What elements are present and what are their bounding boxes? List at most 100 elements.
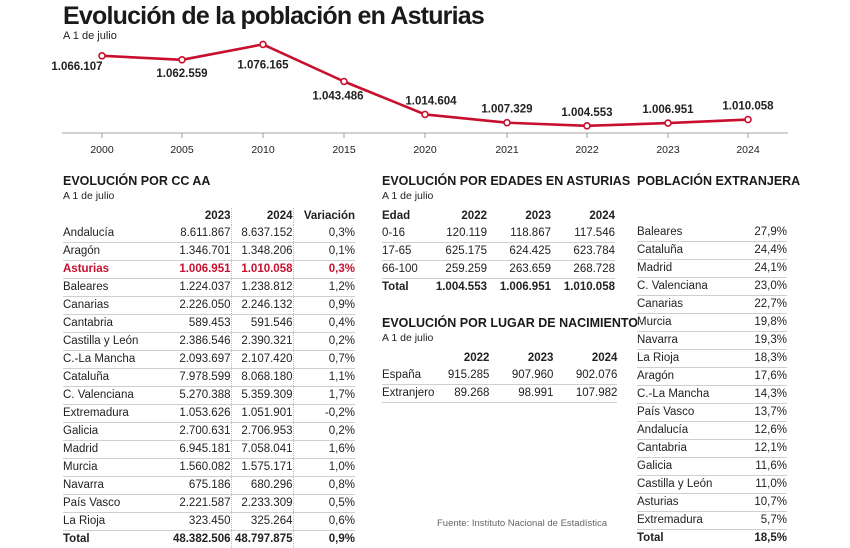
total-2022: 1.004.553 <box>422 279 487 297</box>
foreign-percentage: 24,4% <box>737 242 787 260</box>
value-2023: 2.386.546 <box>153 333 231 351</box>
region-name: Andalucía <box>637 422 737 440</box>
extranjera-title: POBLACIÓN EXTRANJERA <box>637 174 800 188</box>
x-tick-label: 2000 <box>90 144 114 156</box>
value-2022: 915.285 <box>434 367 489 385</box>
value-2023: 675.186 <box>153 477 231 495</box>
region-name: C. Valenciana <box>63 387 153 405</box>
value-2023: 2.093.697 <box>153 351 231 369</box>
nacimiento-header-2023: 2023 <box>489 350 553 367</box>
value-2024: 8.637.152 <box>231 225 293 243</box>
x-tick-label: 2020 <box>413 144 437 156</box>
region-name: Navarra <box>63 477 153 495</box>
value-2022: 89.268 <box>434 385 489 403</box>
data-point <box>422 111 428 117</box>
total-2024: 48.797.875 <box>231 531 293 548</box>
data-label: 1.062.559 <box>156 68 207 80</box>
total-label: Total <box>637 530 737 548</box>
region-name: Canarias <box>63 297 153 315</box>
value-2024: 1.348.206 <box>231 243 293 261</box>
region-name: Castilla y León <box>63 333 153 351</box>
value-2023: 263.659 <box>487 261 551 279</box>
region-name: Castilla y León <box>637 476 737 494</box>
value-2023: 118.867 <box>487 225 551 243</box>
value-2024: 2.246.132 <box>231 297 293 315</box>
variation-value: 0,5% <box>293 495 355 513</box>
ccaa-header-variacion: Variación <box>293 208 355 225</box>
region-name: Galicia <box>637 458 737 476</box>
variation-value: 1,1% <box>293 369 355 387</box>
data-point <box>504 120 510 126</box>
edades-header-edad: Edad <box>382 208 422 225</box>
foreign-percentage: 12,6% <box>737 422 787 440</box>
value-2023: 5.270.388 <box>153 387 231 405</box>
x-tick-label: 2005 <box>170 144 194 156</box>
region-name: La Rioja <box>63 513 153 531</box>
value-2024: 680.296 <box>231 477 293 495</box>
region-name: Canarias <box>637 296 737 314</box>
region-name: Aragón <box>637 368 737 386</box>
variation-value: 0,1% <box>293 243 355 261</box>
variation-value: 1,0% <box>293 459 355 477</box>
data-label: 1.066.107 <box>51 61 102 73</box>
value-2023: 8.611.867 <box>153 225 231 243</box>
region-name: La Rioja <box>637 350 737 368</box>
region-name: Cantabria <box>637 440 737 458</box>
total-2023: 48.382.506 <box>153 531 231 548</box>
region-name: Aragón <box>63 243 153 261</box>
region-name: Madrid <box>63 441 153 459</box>
value-2023: 1.224.037 <box>153 279 231 297</box>
region-name: Murcia <box>63 459 153 477</box>
region-name: Navarra <box>637 332 737 350</box>
region-name: Extremadura <box>63 405 153 423</box>
value-2022: 625.175 <box>422 243 487 261</box>
nacimiento-title: EVOLUCIÓN POR LUGAR DE NACIMIENTO <box>382 316 638 330</box>
region-name: Baleares <box>637 224 737 242</box>
variation-value: 1,7% <box>293 387 355 405</box>
value-2024: 7.058.041 <box>231 441 293 459</box>
value-2024: 325.264 <box>231 513 293 531</box>
foreign-percentage: 11,0% <box>737 476 787 494</box>
value-2024: 902.076 <box>553 367 617 385</box>
total-percentage: 18,5% <box>737 530 787 548</box>
variation-value: 1,2% <box>293 279 355 297</box>
variation-value: 0,9% <box>293 297 355 315</box>
value-2024: 1.051.901 <box>231 405 293 423</box>
foreign-percentage: 19,8% <box>737 314 787 332</box>
data-label: 1.043.486 <box>312 91 363 103</box>
ccaa-header-name <box>63 208 153 225</box>
x-tick-label: 2023 <box>656 144 680 156</box>
age-group: 66-100 <box>382 261 422 279</box>
value-2023: 98.991 <box>489 385 553 403</box>
source-note: Fuente: Instituto Nacional de Estadístic… <box>437 518 607 529</box>
region-name: Murcia <box>637 314 737 332</box>
birthplace: España <box>382 367 434 385</box>
value-2024: 623.784 <box>551 243 615 261</box>
foreign-percentage: 22,7% <box>737 296 787 314</box>
value-2024: 1.010.058 <box>231 261 293 279</box>
edades-subtitle: A 1 de julio <box>382 190 630 202</box>
